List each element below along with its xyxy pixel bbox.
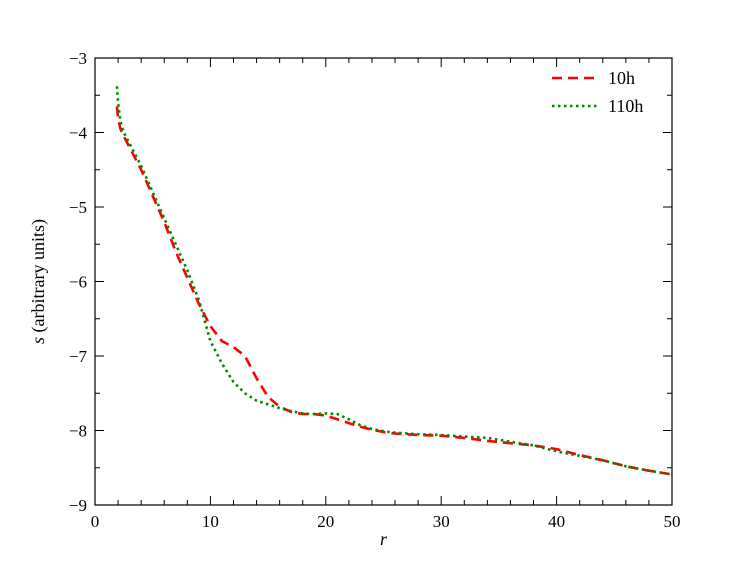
x-tick-label: 30 bbox=[433, 512, 450, 531]
series-layer bbox=[115, 86, 673, 476]
legend-label-110h: 110h bbox=[608, 96, 643, 116]
tick-labels: 0 10 20 30 40 50 −9 −8 −7 −6 −5 −4 −3 bbox=[69, 49, 681, 531]
x-tick-label: 10 bbox=[202, 512, 219, 531]
plot-frame bbox=[94, 57, 673, 506]
x-tick-label: 50 bbox=[664, 512, 681, 531]
y-axis-label-text: (arbitrary units) bbox=[28, 219, 49, 337]
y-axis-label-symbol: s bbox=[28, 337, 48, 344]
y-tick-label: −6 bbox=[69, 273, 87, 292]
y-tick-label: −8 bbox=[69, 422, 87, 441]
x-axis-label: r bbox=[380, 529, 388, 549]
x-tick-label: 0 bbox=[91, 512, 100, 531]
legend-label-10h: 10h bbox=[608, 68, 635, 88]
axis-ticks bbox=[94, 57, 673, 506]
series-line-10h bbox=[115, 106, 673, 476]
x-tick-label: 40 bbox=[548, 512, 565, 531]
legend: 10h 110h bbox=[552, 68, 643, 116]
x-tick-label: 20 bbox=[317, 512, 334, 531]
y-tick-label: −3 bbox=[69, 49, 87, 68]
y-tick-label: −4 bbox=[69, 124, 88, 143]
y-axis-label: s (arbitrary units) bbox=[28, 219, 49, 344]
series-line-110h bbox=[115, 86, 673, 476]
y-tick-label: −7 bbox=[69, 347, 88, 366]
y-tick-label: −5 bbox=[69, 198, 87, 217]
y-tick-label: −9 bbox=[69, 496, 87, 515]
